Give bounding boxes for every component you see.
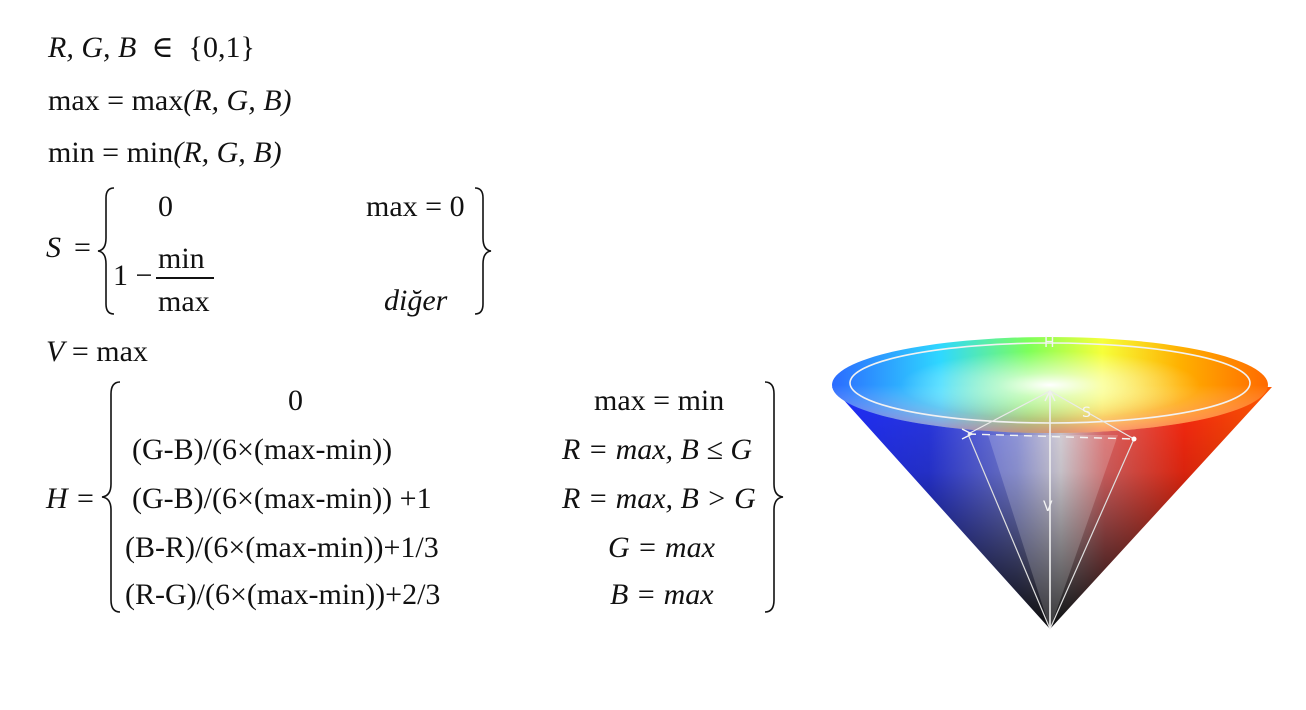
h-case2-value: (G-B)/(6×(max-min)) bbox=[132, 433, 393, 466]
wedge-left-top bbox=[967, 390, 1051, 435]
s-case2-condition: diğer bbox=[384, 284, 448, 317]
s-case1-value: 0 bbox=[158, 190, 173, 223]
h-case4-condition: G = max bbox=[608, 531, 715, 564]
s-right-brace bbox=[474, 187, 492, 315]
equation-max: max = max(R, G, B) bbox=[48, 84, 292, 117]
equation-v: V = max bbox=[46, 335, 148, 368]
equation-min: min = min(R, G, B) bbox=[48, 136, 282, 169]
s-fraction-numerator: min bbox=[158, 242, 205, 275]
min-lhs: min bbox=[48, 136, 95, 169]
element-of-symbol: ∈ bbox=[151, 31, 174, 64]
wedge-right-top bbox=[1049, 390, 1135, 440]
h-left-brace bbox=[101, 381, 121, 613]
cone-side-shade bbox=[832, 387, 1272, 629]
s-fraction-denominator: max bbox=[158, 285, 210, 318]
h-case3-value: (G-B)/(6×(max-min)) +1 bbox=[132, 482, 432, 515]
max-args: (R, G, B) bbox=[183, 84, 292, 117]
max-func: max bbox=[131, 84, 184, 117]
s-variable: S bbox=[46, 231, 61, 264]
cone-center-light bbox=[988, 435, 1118, 629]
h-case2-condition: R = max, B ≤ G bbox=[562, 433, 753, 466]
h-case4-value: (B-R)/(6×(max-min))+1/3 bbox=[125, 531, 439, 564]
s-left-brace bbox=[97, 187, 115, 315]
cone-v-label: V bbox=[1043, 499, 1053, 515]
equation-rgb-domain: R, G, B ∈ {0,1} bbox=[48, 33, 255, 63]
h-right-brace bbox=[764, 381, 784, 613]
saturation-point bbox=[1131, 436, 1137, 442]
value-arrow-head bbox=[1044, 389, 1056, 402]
s-equals: = bbox=[74, 231, 91, 264]
binary-set: {0,1} bbox=[188, 31, 255, 64]
h-variable: H bbox=[46, 482, 68, 515]
rgb-variables: R, G, B bbox=[48, 31, 137, 64]
min-args: (R, G, B) bbox=[173, 136, 282, 169]
wedge-right-edge bbox=[1049, 438, 1135, 630]
min-func: min bbox=[126, 136, 174, 169]
hue-arrow-head bbox=[961, 428, 974, 440]
cone-h-label: H bbox=[1044, 335, 1055, 351]
h-case3-condition: R = max, B > G bbox=[562, 482, 756, 515]
v-rhs: max bbox=[96, 335, 148, 368]
h-case1-value: 0 bbox=[288, 384, 303, 417]
cone-top-whitecenter bbox=[900, 351, 1200, 419]
h-equals: = bbox=[77, 482, 94, 515]
wedge-left-edge bbox=[967, 433, 1051, 630]
h-case5-condition: B = max bbox=[610, 578, 714, 611]
v-variable: V bbox=[46, 335, 65, 368]
max-lhs: max bbox=[48, 84, 100, 117]
s-fraction-bar bbox=[156, 277, 214, 279]
cone-s-label: S bbox=[1082, 405, 1091, 421]
h-case1-condition: max = min bbox=[594, 384, 725, 417]
hsv-cone-illustration: H S V bbox=[832, 335, 1272, 630]
s-case2-prefix: 1 − bbox=[113, 259, 153, 292]
s-case1-condition: max = 0 bbox=[366, 190, 465, 223]
h-case5-value: (R-G)/(6×(max-min))+2/3 bbox=[125, 578, 441, 611]
